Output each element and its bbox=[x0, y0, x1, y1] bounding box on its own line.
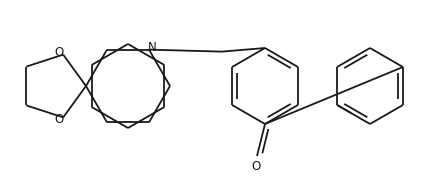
Text: O: O bbox=[55, 46, 64, 59]
Text: N: N bbox=[148, 41, 156, 54]
Text: O: O bbox=[251, 159, 261, 173]
Text: O: O bbox=[55, 113, 64, 126]
